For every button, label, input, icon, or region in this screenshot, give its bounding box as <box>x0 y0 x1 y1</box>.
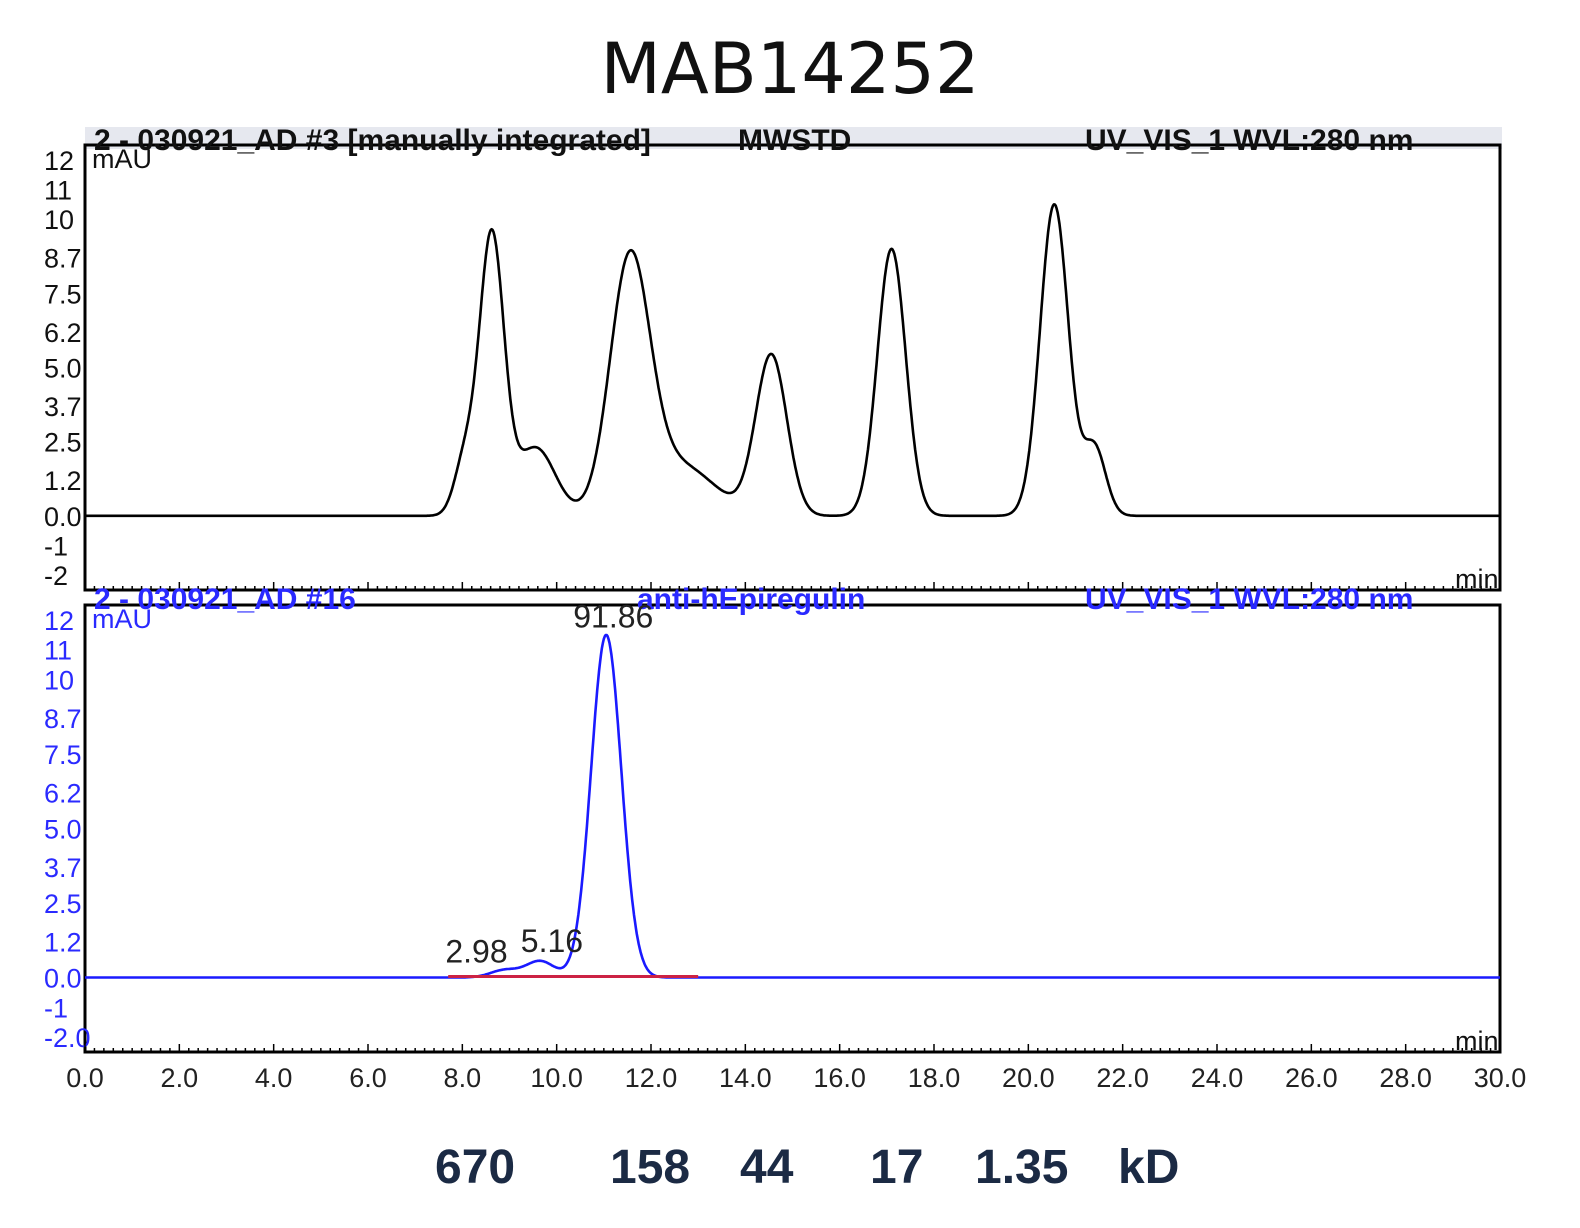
y-tick-label: 12 <box>44 146 74 176</box>
y-axis-unit-label: mAU <box>92 144 152 174</box>
x-axis-unit-label: min <box>1455 1026 1499 1056</box>
x-tick-label: 10.0 <box>530 1063 583 1093</box>
y-tick-label: 8.7 <box>44 244 82 274</box>
y-tick-label: 0.0 <box>44 502 82 532</box>
header-detector-label: UV_VIS_1 WVL:280 nm <box>1085 124 1413 157</box>
x-tick-label: 6.0 <box>349 1063 387 1093</box>
y-tick-label: 8.7 <box>44 704 82 734</box>
x-tick-label: 22.0 <box>1096 1063 1149 1093</box>
x-tick-label: 2.0 <box>161 1063 199 1093</box>
y-tick-label: 11 <box>44 636 72 666</box>
bottom-plot-frame <box>83 603 1502 1054</box>
y-tick-label: -1 <box>44 532 68 562</box>
y-tick-label: 6.2 <box>44 779 82 809</box>
x-tick-label: 12.0 <box>625 1063 678 1093</box>
x-tick-label: 4.0 <box>255 1063 293 1093</box>
x-tick-label: 26.0 <box>1285 1063 1338 1093</box>
x-tick-label: 0.0 <box>66 1063 104 1093</box>
mw-label-1-35: 1.35 <box>975 1141 1069 1194</box>
x-tick-label: 24.0 <box>1191 1063 1244 1093</box>
y-tick-label: 3.7 <box>44 853 82 883</box>
y-tick-label: 12 <box>44 606 74 636</box>
y-tick-label: 6.2 <box>44 318 82 348</box>
header-injection-label: 2 - 030921_AD #16 <box>94 583 356 616</box>
x-tick-label: 8.0 <box>444 1063 482 1093</box>
mw-label-670: 670 <box>435 1141 516 1194</box>
y-tick-label: 10 <box>44 205 74 235</box>
y-tick-label: 1.2 <box>44 466 82 496</box>
y-tick-label: 0.0 <box>44 964 82 994</box>
y-tick-label: 2.5 <box>44 889 82 919</box>
mw-label-158: 158 <box>610 1141 691 1194</box>
y-tick-label: 5.0 <box>44 815 82 845</box>
y-tick-label: -1 <box>44 993 68 1023</box>
x-axis-unit-label: min <box>1455 564 1499 594</box>
x-tick-label: 14.0 <box>719 1063 772 1093</box>
mw-label-unit: kD <box>1118 1141 1180 1194</box>
y-axis-unit-label: mAU <box>92 604 152 634</box>
top-plot-frame <box>83 143 1502 592</box>
peak-area-label: 91.86 <box>573 598 653 634</box>
header-sample-label: anti-hEpiregulin <box>637 583 865 616</box>
x-tick-label: 28.0 <box>1379 1063 1432 1093</box>
y-tick-label: 10 <box>44 666 74 696</box>
header-injection-label: 2 - 030921_AD #3 [manually integrated] <box>94 124 651 157</box>
y-tick-label: -2.0 <box>44 1023 91 1053</box>
x-tick-label: 18.0 <box>908 1063 961 1093</box>
y-tick-label: 3.7 <box>44 392 82 422</box>
header-detector-label: UV_VIS_1 WVL:280 nm <box>1085 583 1413 616</box>
y-tick-label: 7.5 <box>44 740 82 770</box>
mw-label-17: 17 <box>870 1141 924 1194</box>
peak-area-label: 5.16 <box>521 923 583 959</box>
y-tick-label: 5.0 <box>44 354 82 384</box>
y-tick-label: 11 <box>44 176 72 206</box>
peak-area-label: 2.98 <box>445 934 507 970</box>
y-tick-label: -2 <box>44 561 68 591</box>
page-title: MAB14252 <box>600 28 980 110</box>
y-tick-label: 1.2 <box>44 928 82 958</box>
x-tick-label: 30.0 <box>1474 1063 1527 1093</box>
x-tick-label: 16.0 <box>813 1063 866 1093</box>
molecular-weight-markers: 670 158 44 17 1.35 kD <box>0 1140 1580 1210</box>
x-tick-label: 20.0 <box>1002 1063 1055 1093</box>
y-tick-label: 7.5 <box>44 279 82 309</box>
bottom-trace <box>84 633 1501 979</box>
header-sample-label: MWSTD <box>738 124 851 157</box>
mw-label-44: 44 <box>740 1141 794 1194</box>
y-tick-label: 2.5 <box>44 428 82 458</box>
top-trace <box>84 203 1501 518</box>
